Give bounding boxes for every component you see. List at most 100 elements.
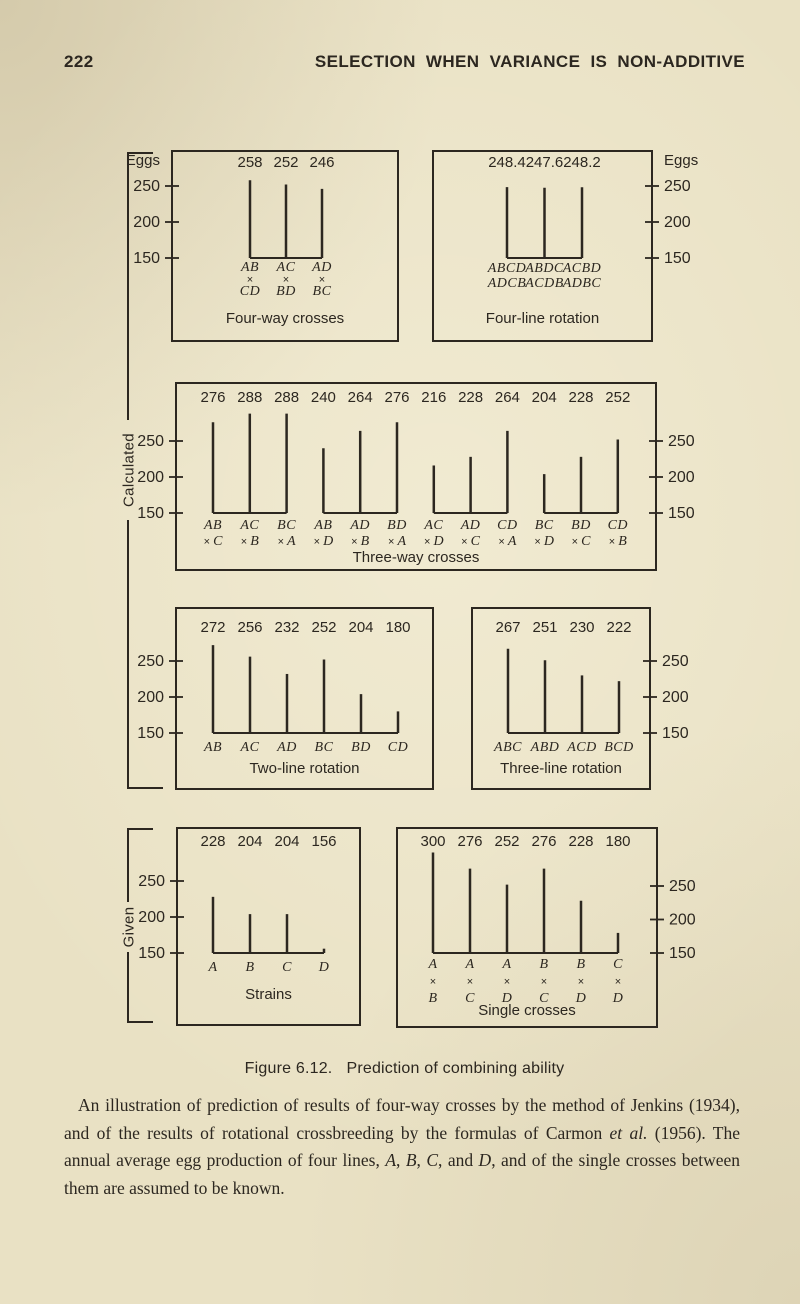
description-text: An illustration of prediction of results… xyxy=(64,1095,740,1143)
y-tick-label: 200 xyxy=(137,689,164,706)
value-label: 240 xyxy=(311,389,336,406)
calculated-bracket-upper-line xyxy=(127,152,129,420)
y-tick-label: 250 xyxy=(664,178,691,195)
panel-single-crosses: 250 200 150 300 A × B 276 A × C 252 A × D 276 B × C 228 B × D 1… xyxy=(390,821,730,1033)
y-tick-label: 150 xyxy=(138,945,165,962)
y-tick-label: 200 xyxy=(133,214,160,231)
category-label: AD xyxy=(311,260,332,275)
panel-border xyxy=(175,607,434,790)
category-label: ABDC xyxy=(524,261,564,276)
value-label: 216 xyxy=(421,389,446,406)
category-label: × B xyxy=(609,534,627,549)
category-label: × D xyxy=(534,534,554,549)
value-label: 204 xyxy=(532,389,557,406)
given-bracket-upper-line xyxy=(127,828,129,902)
y-tick-label: 150 xyxy=(137,725,164,742)
value-label: 228 xyxy=(458,389,483,406)
description-text: , and xyxy=(438,1150,479,1171)
chart-svg-strains: 250 200 150 228 A 204 B 204 C 156 D Strains xyxy=(138,827,361,1026)
value-label: 252 xyxy=(494,833,519,850)
page-number: 222 xyxy=(64,52,94,71)
y-tick-label: 150 xyxy=(137,505,164,522)
y-tick-label: 150 xyxy=(662,725,689,742)
category-label: C xyxy=(613,957,623,972)
running-header: 222 SELECTION WHEN VARIANCE IS NON-ADDIT… xyxy=(64,52,745,72)
figure-caption: Figure 6.12. Prediction of combining abil… xyxy=(64,1060,745,1078)
cross-symbol: × xyxy=(319,274,325,286)
category-label: ABD xyxy=(530,740,560,755)
category-label: C xyxy=(282,960,292,975)
category-label: AC xyxy=(239,518,259,533)
category-label: BC xyxy=(535,518,554,533)
category-label: AC xyxy=(423,518,443,533)
panel-border xyxy=(471,607,651,790)
category-label: ACBD xyxy=(562,261,602,276)
category-label: A xyxy=(427,957,437,972)
figure-description: An illustration of prediction of results… xyxy=(64,1092,740,1203)
category-label: AC xyxy=(276,260,296,275)
cross-symbol: × xyxy=(541,976,547,988)
value-label: 251 xyxy=(532,619,557,636)
value-label: 300 xyxy=(420,833,445,850)
chart-svg-single-crosses: 250 200 150 300 A × B 276 A × C 252 A × D 276 B × C 228 B × D 1… xyxy=(396,827,696,1028)
category-label: × D xyxy=(424,534,444,549)
description-italic-text: B xyxy=(405,1150,417,1171)
panel-strains: 250 200 150 228 A 204 B 204 C 156 D Strains xyxy=(120,821,420,1033)
chart-svg-three-line-rotation: 250 200 150 267 ABC 251 ABD 230 ACD 222 BCD Three-l… xyxy=(471,607,689,790)
given-bracket-top-stub xyxy=(127,828,153,830)
value-label: 247.6 xyxy=(526,154,564,171)
category-label: D xyxy=(318,960,330,975)
value-label: 204 xyxy=(348,619,373,636)
panel-title: Three-line rotation xyxy=(500,760,622,777)
value-label: 222 xyxy=(606,619,631,636)
category-label: ACDB xyxy=(524,276,564,291)
cross-symbol: × xyxy=(504,976,510,988)
calculated-bracket-bottom-stub xyxy=(127,787,163,789)
value-label: 156 xyxy=(311,833,336,850)
category-label: × A xyxy=(278,534,296,549)
category-label: BD xyxy=(571,518,591,533)
value-label: 256 xyxy=(237,619,262,636)
value-label: 180 xyxy=(605,833,630,850)
value-label: 232 xyxy=(274,619,299,636)
category-label: AD xyxy=(276,740,297,755)
category-label: D xyxy=(575,991,587,1006)
value-label: 230 xyxy=(569,619,594,636)
category-label: × B xyxy=(351,534,369,549)
y-tick-label: 150 xyxy=(668,505,695,522)
category-label: × C xyxy=(572,534,591,549)
description-italic-text: A xyxy=(385,1150,397,1171)
given-bracket-bottom-stub xyxy=(127,1021,153,1023)
category-label: B xyxy=(245,960,254,975)
value-label: 246 xyxy=(309,154,334,171)
panel-three-line-rotation: 250 200 150 267 ABC 251 ABD 230 ACD 222 BCD Three-l… xyxy=(465,601,730,799)
category-label: C xyxy=(465,991,475,1006)
y-tick-label: 200 xyxy=(662,689,689,706)
cross-symbol: × xyxy=(578,976,584,988)
value-label: 276 xyxy=(200,389,225,406)
cross-symbol: × xyxy=(615,976,621,988)
y-axis-label: Eggs xyxy=(664,152,698,169)
cross-symbol: × xyxy=(247,274,253,286)
category-label: ABCD xyxy=(487,261,527,276)
category-label: AC xyxy=(240,740,260,755)
y-tick-label: 200 xyxy=(138,909,165,926)
y-tick-label: 250 xyxy=(662,653,689,670)
y-tick-label: 250 xyxy=(138,873,165,890)
y-tick-label: 250 xyxy=(668,433,695,450)
panel-four-line-rotation: 250 200 150 Eggs 248.4 ABCD ADCB 247.6 ABDC ACDB 2… xyxy=(425,143,725,348)
value-label: 276 xyxy=(457,833,482,850)
description-italic-text: C xyxy=(426,1150,439,1171)
category-label: B xyxy=(428,991,437,1006)
value-label: 228 xyxy=(568,389,593,406)
value-label: 248.2 xyxy=(563,154,601,171)
value-label: 204 xyxy=(237,833,262,850)
y-tick-label: 250 xyxy=(137,433,164,450)
category-label: BD xyxy=(351,740,371,755)
panel-border xyxy=(171,150,399,342)
description-italic-text: et al. xyxy=(609,1122,648,1143)
calculated-bracket-lower-line xyxy=(127,520,129,789)
value-label: 252 xyxy=(605,389,630,406)
